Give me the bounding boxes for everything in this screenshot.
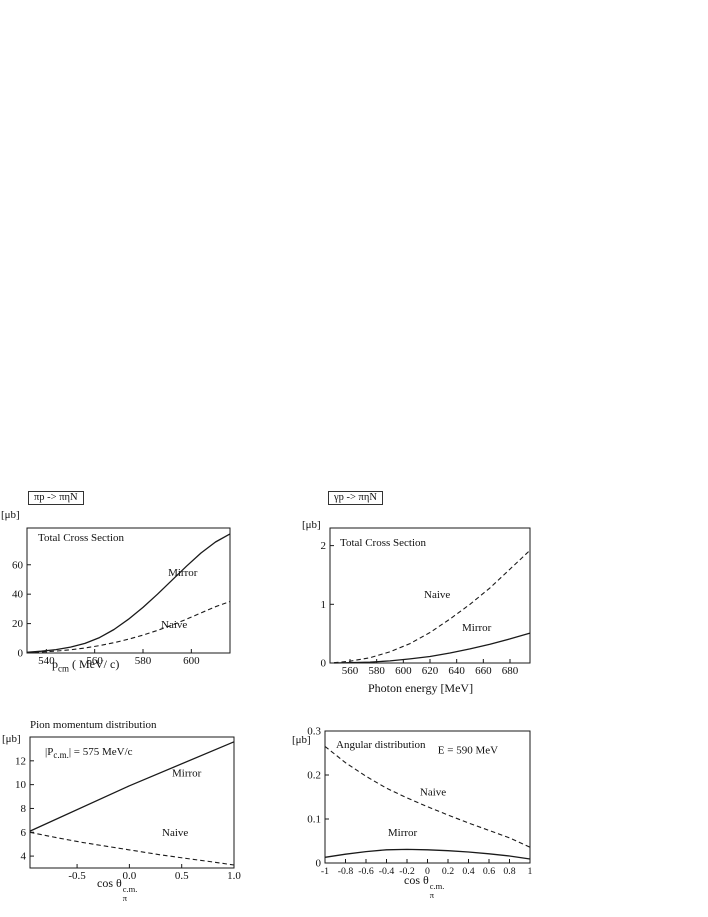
reaction-label-pip: πp -> πηN — [28, 491, 84, 505]
svg-text:Mirror: Mirror — [462, 622, 492, 634]
plot-title: Total Cross Section — [340, 537, 427, 549]
svg-text:540: 540 — [38, 655, 55, 667]
condition-sub: c.m. — [53, 750, 69, 761]
svg-text:0.0: 0.0 — [123, 870, 137, 882]
chart-angular-distribution: -1 -0.8 -0.6 -0.4 -0.2 0 0.2 0.4 0.6 0.8 1 0 0.1 0.2 0… — [307, 726, 533, 878]
svg-text:-0.4: -0.4 — [379, 866, 395, 877]
svg-text:0: 0 — [18, 648, 24, 660]
svg-text:0.6: 0.6 — [483, 866, 495, 877]
condition-post: | = 575 MeV/c — [68, 746, 133, 758]
svg-text:0.3: 0.3 — [307, 726, 321, 738]
svg-text:8: 8 — [21, 803, 27, 815]
plot-title: Pion momentum distribution — [30, 719, 157, 731]
svg-text:620: 620 — [422, 665, 439, 677]
svg-text:2: 2 — [321, 540, 327, 552]
svg-text:660: 660 — [475, 665, 492, 677]
svg-text:0: 0 — [321, 658, 327, 670]
svg-text:40: 40 — [12, 589, 24, 601]
svg-text:Mirror: Mirror — [388, 827, 418, 839]
x-axis-label: Photon energy [MeV] — [368, 681, 473, 696]
svg-text:10: 10 — [15, 779, 27, 791]
svg-text:0.4: 0.4 — [462, 866, 474, 877]
x-axis-label-sub: cm — [58, 663, 69, 674]
svg-text:560: 560 — [86, 655, 103, 667]
x-axis-label-rest: ( MeV/ c) — [69, 657, 120, 671]
svg-text:0: 0 — [316, 858, 322, 870]
x-axis-label: cos θ c.m. π — [404, 873, 444, 900]
svg-text:Naive: Naive — [420, 787, 446, 799]
svg-text:-0.2: -0.2 — [399, 866, 415, 877]
svg-text:1: 1 — [528, 866, 533, 877]
svg-text:12: 12 — [15, 755, 26, 767]
momentum-condition-label: |Pc.m.| = 575 MeV/c — [45, 746, 133, 760]
svg-text:580: 580 — [135, 655, 152, 667]
svg-text:-1: -1 — [321, 866, 329, 877]
y-axis-unit-label: [μb] — [302, 519, 321, 531]
x-axis-label-sub: π — [122, 892, 128, 903]
x-axis-label-main: cos θ — [404, 873, 429, 887]
svg-text:0.1: 0.1 — [307, 814, 321, 826]
svg-text:580: 580 — [368, 665, 385, 677]
svg-text:600: 600 — [183, 655, 200, 667]
x-axis-label: pcm ( MeV/ c) — [52, 657, 119, 673]
chart-pion-momentum-distribution: -0.5 0.0 0.5 1.0 4 6 8 10 12 Mirror Naive — [15, 736, 241, 882]
x-axis-label-main: cos θ — [97, 876, 122, 890]
svg-text:680: 680 — [502, 665, 519, 677]
svg-text:Mirror: Mirror — [168, 567, 198, 579]
svg-text:-0.5: -0.5 — [68, 870, 86, 882]
svg-text:0.8: 0.8 — [503, 866, 515, 877]
svg-text:60: 60 — [12, 559, 24, 571]
x-axis-label-main: Photon energy [MeV] — [368, 681, 474, 695]
x-axis-label-sub: π — [429, 889, 435, 900]
x-axis-label-supsub: c.m. π — [430, 882, 445, 900]
y-axis-unit-label: [μb] — [2, 733, 21, 745]
x-axis-label-sup: c.m. — [429, 881, 445, 891]
svg-text:Naive: Naive — [162, 827, 188, 839]
condition-pre: |P — [45, 746, 54, 758]
svg-text:600: 600 — [395, 665, 412, 677]
y-axis-unit-label: [μb] — [1, 509, 20, 521]
svg-text:640: 640 — [448, 665, 465, 677]
chart-gammap-total-cross-section: 560 580 600 620 640 660 680 0 1 2 Naive Mirror — [321, 527, 531, 677]
svg-text:0: 0 — [425, 866, 430, 877]
svg-text:0.2: 0.2 — [442, 866, 454, 877]
svg-text:20: 20 — [12, 618, 24, 630]
svg-text:0.2: 0.2 — [307, 770, 321, 782]
svg-text:E = 590 MeV: E = 590 MeV — [438, 744, 498, 756]
svg-text:1: 1 — [321, 599, 327, 611]
x-axis-label-main: p — [52, 657, 58, 671]
reaction-label-gammap: γp -> πηN — [328, 491, 383, 505]
svg-text:560: 560 — [342, 665, 359, 677]
x-axis-label: cos θ c.m. π — [97, 876, 137, 903]
plot-title: Total Cross Section — [38, 532, 125, 544]
plot-title: Angular distribution — [336, 739, 426, 751]
svg-text:-0.8: -0.8 — [338, 866, 354, 877]
x-axis-label-supsub: c.m. π — [123, 885, 138, 903]
svg-text:Naive: Naive — [161, 619, 187, 631]
svg-text:1.0: 1.0 — [227, 870, 241, 882]
chart-pip-total-cross-section: 540 560 580 600 0 20 40 60 Mirror Naive — [12, 527, 231, 667]
y-axis-unit-label: [μb] — [292, 734, 311, 746]
svg-text:6: 6 — [21, 827, 27, 839]
svg-text:Mirror: Mirror — [172, 767, 202, 779]
svg-text:4: 4 — [21, 851, 27, 863]
svg-text:-0.6: -0.6 — [358, 866, 374, 877]
svg-text:Naive: Naive — [424, 589, 450, 601]
svg-text:0.5: 0.5 — [175, 870, 189, 882]
x-axis-label-sup: c.m. — [122, 884, 138, 894]
